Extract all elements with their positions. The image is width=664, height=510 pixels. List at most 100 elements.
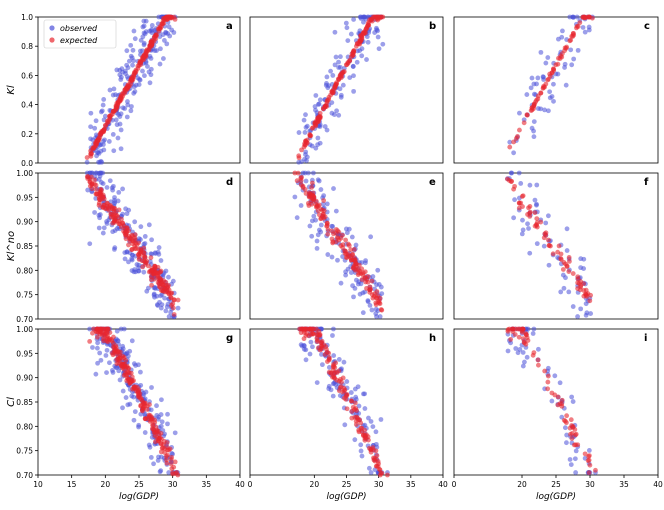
- obs-point-a: [124, 62, 130, 68]
- obs-point-e: [313, 217, 319, 223]
- obs-point-a: [160, 32, 166, 38]
- exp-point-e: [309, 201, 315, 207]
- exp-point-g: [156, 432, 162, 438]
- exp-point-d: [85, 176, 91, 181]
- exp-point-a: [171, 14, 177, 20]
- obs-point-d: [87, 170, 93, 176]
- exp-point-e: [325, 231, 331, 237]
- exp-point-h: [313, 326, 319, 332]
- exp-point-c: [517, 127, 522, 133]
- obs-point-c: [553, 71, 559, 77]
- xlabel-h: log(GDP): [326, 492, 366, 502]
- obs-point-c: [586, 27, 592, 33]
- obs-point-h: [319, 352, 324, 357]
- exp-point-b: [350, 50, 356, 56]
- obs-point-d: [158, 258, 164, 263]
- obs-point-a: [148, 66, 154, 72]
- obs-point-d: [112, 246, 117, 252]
- obs-point-b: [338, 92, 344, 98]
- exp-point-e: [359, 266, 365, 272]
- obs-point-a: [145, 64, 150, 69]
- obs-point-a: [142, 73, 147, 79]
- obs-point-b: [354, 59, 360, 65]
- obs-point-a: [125, 102, 131, 108]
- obs-point-g: [158, 468, 164, 474]
- obs-point-b: [329, 100, 335, 106]
- obs-point-c: [531, 91, 537, 97]
- obs-point-e: [369, 307, 375, 313]
- exp-point-b: [357, 38, 363, 44]
- exp-point-c: [513, 136, 519, 141]
- obs-point-g: [143, 389, 149, 395]
- ytick-label-g: 0.85: [16, 398, 33, 407]
- exp-point-f: [516, 205, 522, 211]
- obs-point-e: [349, 234, 355, 240]
- obs-point-g: [156, 414, 161, 420]
- obs-point-a: [88, 124, 94, 130]
- obs-point-a: [158, 46, 163, 52]
- obs-point-c: [524, 92, 530, 97]
- obs-point-a: [171, 30, 177, 35]
- exp-point-h: [362, 437, 368, 443]
- exp-point-d: [112, 215, 118, 221]
- obs-point-a: [143, 29, 149, 34]
- exp-point-c: [551, 68, 557, 73]
- exp-point-f: [520, 193, 526, 199]
- xtick-label-g: 40: [235, 480, 245, 489]
- exp-point-d: [129, 232, 135, 238]
- exp-point-e: [348, 247, 354, 253]
- obs-point-e: [368, 234, 374, 240]
- obs-point-g: [87, 326, 93, 332]
- exp-point-d: [148, 255, 154, 261]
- obs-point-i: [505, 348, 511, 354]
- obs-point-a: [110, 132, 116, 137]
- obs-point-b: [344, 25, 350, 31]
- obs-point-a: [149, 30, 155, 36]
- obs-point-d: [166, 314, 172, 319]
- exp-point-a: [133, 68, 139, 74]
- exp-point-h: [353, 418, 359, 424]
- obs-point-d: [97, 212, 103, 217]
- obs-point-g: [94, 345, 100, 351]
- obs-point-a: [128, 42, 134, 48]
- obs-point-c: [535, 75, 541, 81]
- exp-point-i: [523, 341, 529, 347]
- obs-point-f: [518, 181, 524, 186]
- exp-point-e: [343, 248, 349, 254]
- obs-point-d: [122, 256, 128, 262]
- exp-point-g: [90, 330, 95, 336]
- exp-point-i: [525, 338, 531, 343]
- obs-point-h: [358, 442, 364, 448]
- exp-point-e: [321, 198, 327, 203]
- exp-point-d: [126, 228, 132, 234]
- obs-point-e: [335, 257, 340, 263]
- obs-point-d: [124, 211, 130, 217]
- obs-point-a: [97, 159, 103, 165]
- exp-point-b: [363, 25, 369, 31]
- exp-point-d: [149, 282, 155, 288]
- obs-point-g: [154, 403, 159, 409]
- exp-point-h: [325, 359, 330, 364]
- obs-point-d: [124, 249, 130, 255]
- exp-point-f: [516, 200, 522, 206]
- obs-point-c: [542, 107, 548, 113]
- obs-point-h: [330, 333, 335, 338]
- obs-point-i: [573, 470, 579, 475]
- panel-letter-g: g: [226, 333, 233, 344]
- obs-point-h: [330, 393, 336, 399]
- exp-point-f: [526, 205, 531, 211]
- obs-point-e: [352, 286, 358, 291]
- ytick-label-g: 0.95: [16, 349, 33, 358]
- exp-point-e: [299, 175, 304, 180]
- exp-point-a: [84, 155, 90, 160]
- exp-point-f: [512, 183, 517, 189]
- panel-f-frame: [453, 172, 659, 320]
- ytick-label-d: 0.90: [16, 218, 33, 227]
- obs-point-d: [175, 305, 181, 311]
- obs-point-h: [362, 406, 368, 411]
- exp-point-f: [532, 210, 538, 216]
- exp-point-f: [564, 263, 570, 269]
- exp-point-b: [361, 30, 367, 36]
- obs-point-d: [132, 219, 138, 225]
- obs-point-a: [128, 53, 134, 59]
